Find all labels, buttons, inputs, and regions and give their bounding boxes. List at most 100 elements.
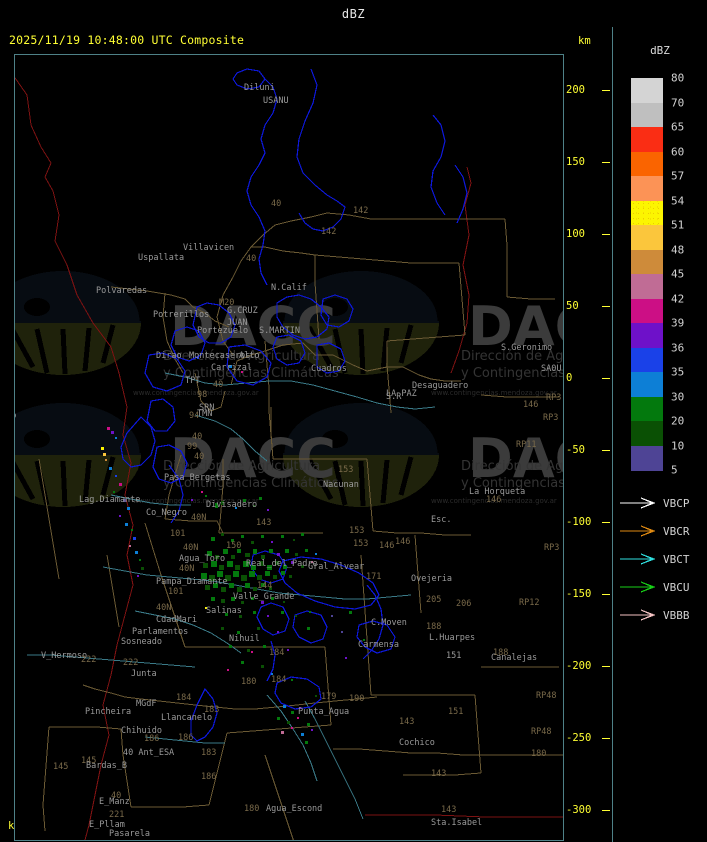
map-place-label: Montecaseros: [189, 351, 250, 361]
wind-barb-arrow-icon: [620, 553, 656, 565]
map-place-label: Gral_Alvear: [308, 562, 364, 572]
colorbar-band[interactable]: [631, 225, 663, 250]
map-place-label: S.R: [386, 392, 402, 402]
map-place-label: Divisadero: [206, 500, 257, 510]
y-axis-tick-label: 0: [566, 372, 573, 385]
map-place-label: USANU: [263, 96, 289, 106]
map-place-label: Uspallata: [138, 253, 184, 263]
map-place-label: 143: [399, 717, 414, 727]
map-place-label: Pincheira: [85, 707, 131, 717]
y-axis-unit-label: km: [578, 35, 591, 47]
map-place-label: Polvaredas: [96, 286, 147, 296]
y-axis-tick-mark: [602, 234, 610, 236]
y-axis-tick-label: -150: [566, 588, 592, 601]
colorbar-band[interactable]: [631, 200, 663, 226]
map-place-label: 206: [456, 599, 471, 609]
map-place-label: 180: [241, 677, 256, 687]
map-place-label: 101: [168, 587, 183, 597]
colorbar-band[interactable]: [631, 102, 663, 128]
vector-legend-row: VBBB: [619, 607, 690, 623]
map-place-label: 222: [123, 658, 138, 668]
dbz-colorbar[interactable]: 80 70 65 60 57 54 51 48 45 42 39 36 35 30 20 10 5: [631, 72, 684, 477]
map-place-label: Ovejeria: [411, 574, 452, 584]
map-place-label: 146: [523, 400, 538, 410]
map-place-label: E_Manz: [99, 797, 130, 807]
colorbar-band[interactable]: [631, 445, 663, 471]
map-place-label: S.MARTIN: [259, 326, 300, 336]
map-place-label: MGdF: [136, 699, 156, 709]
map-place-label: 184: [269, 648, 284, 658]
colorbar-band[interactable]: [631, 78, 663, 103]
map-place-label: Salinas: [206, 606, 242, 616]
map-place-label: Valle_Grande: [233, 592, 294, 602]
colorbar-tick-label: 42: [671, 292, 685, 305]
map-place-label: 40: [271, 199, 281, 209]
colorbar-band[interactable]: [631, 396, 663, 422]
colorbar-band[interactable]: [631, 127, 663, 152]
map-place-label: 190: [349, 694, 364, 704]
watermark-url-a: www.contingencias.mendoza.gov.ar: [133, 389, 259, 397]
radar-map-canvas[interactable]: DACC DACC DACC DACC Dirección de Agricul…: [15, 55, 563, 840]
watermark-line1-b: Dirección de Agricultura: [461, 349, 563, 364]
map-place-label: C.Moven: [371, 618, 407, 628]
map-place-label: 94: [189, 411, 199, 421]
colorbar-band[interactable]: [631, 323, 663, 348]
y-axis-tick-mark: [602, 810, 610, 812]
map-place-label: Villavicen: [183, 243, 234, 253]
map-place-label: Junta: [131, 669, 157, 679]
map-place-label: Pasa Bergetas: [164, 473, 231, 483]
colorbar-band[interactable]: [631, 298, 663, 324]
colorbar-tick-label: 57: [671, 169, 685, 183]
map-place-label: Esc.: [431, 515, 451, 525]
colorbar-tick-label: 65: [671, 120, 685, 134]
map-place-label: 180: [244, 804, 259, 814]
y-axis-tick-label: 50: [566, 300, 579, 313]
map-place-label: Real_del_Padre: [246, 559, 318, 569]
map-place-label: Llancanelo: [161, 713, 212, 723]
map-place-label: Canalejas: [491, 653, 537, 663]
map-place-label: 40: [192, 432, 202, 442]
colorbar-band-texture: [631, 200, 663, 226]
map-place-label: Co_Negro: [146, 508, 187, 518]
y-axis-tick-label: 100: [566, 228, 585, 241]
y-axis-tick-mark: [602, 666, 610, 668]
colorbar-band[interactable]: [631, 176, 663, 201]
colorbar-band[interactable]: [631, 421, 663, 446]
map-place-label: 186: [178, 733, 193, 743]
vector-legend-label: VBCP: [663, 496, 690, 510]
map-place-label: Alto: [239, 351, 259, 361]
map-place-label: 99: [187, 442, 197, 452]
colorbar-tick-label: 10: [671, 439, 685, 452]
map-place-label: SA0U: [541, 364, 561, 374]
map-place-label: Carrizal: [211, 363, 252, 373]
vector-legend-label: VBBB: [663, 608, 690, 622]
y-axis-tick-mark: [602, 594, 610, 596]
map-place-label: 153: [338, 465, 353, 475]
province-boundaries: [38, 212, 563, 840]
map-place-label: 146: [379, 541, 394, 551]
colorbar-band[interactable]: [631, 249, 663, 275]
map-place-label: Sosneado: [121, 637, 162, 647]
watermark-line2-a: y Contingencias Climáticas: [163, 476, 339, 491]
colorbar-tick-label: 5: [671, 463, 678, 477]
map-place-label: 186: [201, 772, 216, 782]
map-place-label: 98: [197, 390, 207, 400]
colorbar-band[interactable]: [631, 372, 663, 397]
colorbar-band[interactable]: [631, 274, 663, 299]
colorbar-tick-label: 54: [671, 194, 685, 207]
map-place-label: Diluni: [244, 83, 275, 93]
colorbar-band[interactable]: [631, 151, 663, 177]
map-place-label: Nacunan: [323, 480, 359, 490]
map-place-label: Pampa_Diamante: [156, 577, 228, 587]
window-title: dBZ: [341, 6, 366, 21]
map-place-label: Parlamentos: [132, 627, 188, 637]
map-place-label: 153: [349, 526, 364, 536]
map-place-label: 188: [493, 648, 508, 658]
colorbar-band[interactable]: [631, 347, 663, 373]
map-place-label: G.CRUZ: [227, 306, 258, 316]
radar-map[interactable]: DACC DACC DACC DACC Dirección de Agricul…: [14, 54, 564, 841]
map-place-label: RP12: [519, 598, 539, 608]
vector-legend-label: VBCU: [663, 580, 690, 594]
map-place-label: RP3: [544, 543, 559, 553]
